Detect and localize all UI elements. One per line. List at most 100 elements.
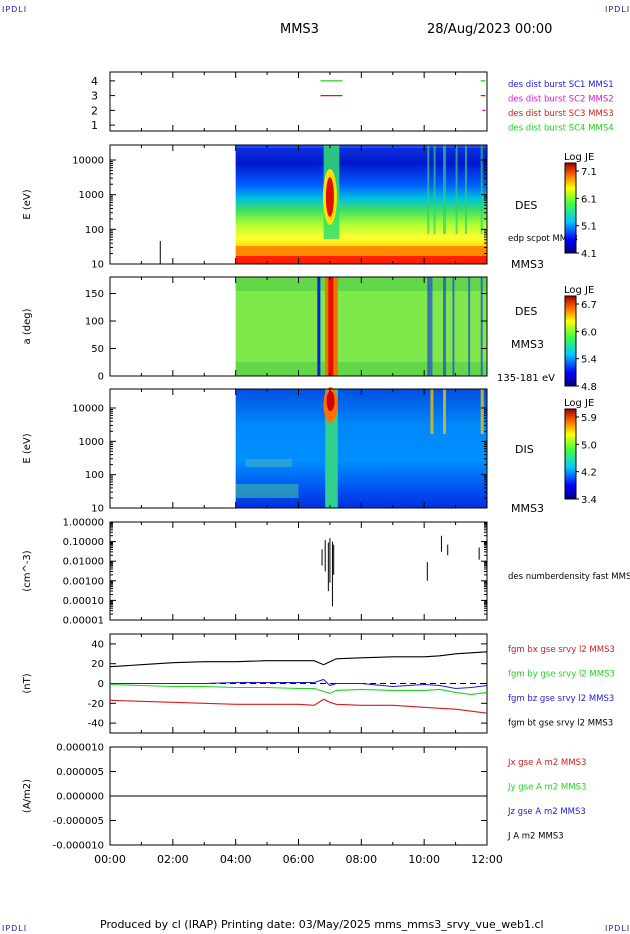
colorbar-tick-label: 6.7 bbox=[581, 300, 597, 311]
corner-logo-bottom-right: IPDLI bbox=[605, 924, 630, 933]
current-y-tick-label: 0.000005 bbox=[56, 767, 104, 778]
des-pitch-y-tick-label: 50 bbox=[91, 344, 104, 355]
des-energy-streak bbox=[427, 145, 430, 234]
bfield-y-tick-label: 0 bbox=[98, 679, 104, 690]
des-energy-y-tick-label: 10000 bbox=[72, 156, 104, 167]
dis-energy-y-axis-label: E (eV) bbox=[22, 433, 33, 463]
date-title: 28/Aug/2023 00:00 bbox=[427, 22, 553, 37]
dis-energy-streak bbox=[480, 389, 484, 434]
bfield-legend-entry: fgm bz gse srvy l2 MMS3 bbox=[508, 694, 614, 704]
footer-credits: Produced by cl (IRAP) Printing date: 03/… bbox=[100, 918, 544, 931]
des-pitch-y-axis-label: a (deg) bbox=[22, 308, 33, 344]
colorbar-tick-label: 5.4 bbox=[581, 355, 597, 366]
dis-energy-instrument-label: DIS bbox=[515, 443, 534, 456]
dis-energy-streak bbox=[443, 389, 447, 434]
bfield-y-tick-label: 20 bbox=[91, 659, 104, 670]
des-energy-instrument-label: DES bbox=[515, 199, 537, 212]
burst-legend-entry: des dist burst SC3 MMS3 bbox=[508, 109, 614, 119]
bfield-legend-entry: fgm bt gse srvy l2 MMS3 bbox=[508, 719, 613, 729]
density-y-tick-label: 0.10000 bbox=[63, 537, 104, 548]
current-legend-entry: Jz gse A m2 MMS3 bbox=[507, 807, 586, 817]
x-tick-label: 12:00 bbox=[471, 853, 503, 866]
current-y-tick-label: -0.000010 bbox=[53, 841, 104, 852]
colorbar-tick-label: 4.1 bbox=[581, 249, 597, 260]
colorbar-tick-label: 6.0 bbox=[581, 327, 597, 338]
current-legend-entry: Jx gse A m2 MMS3 bbox=[507, 758, 586, 768]
des-pitch-streak bbox=[452, 277, 455, 376]
des-energy-streak bbox=[455, 145, 458, 234]
x-tick-label: 04:00 bbox=[220, 853, 252, 866]
x-tick-label: 08:00 bbox=[345, 853, 377, 866]
current-legend-entry: Jy gse A m2 MMS3 bbox=[507, 783, 586, 793]
dis-energy-y-tick-label: 10000 bbox=[72, 404, 104, 415]
spacecraft-title: MMS3 bbox=[280, 22, 319, 37]
dis-energy-y-tick-label: 10 bbox=[91, 504, 104, 515]
des-pitch-instrument-label: DES bbox=[515, 305, 537, 318]
des-pitch-streak bbox=[443, 277, 447, 376]
density-y-tick-label: 0.00001 bbox=[63, 616, 104, 627]
burst-panel-frame bbox=[109, 71, 488, 132]
des-energy-overlay-label: edp scpot MMS3 bbox=[508, 234, 578, 244]
bfield-y-tick-label: 40 bbox=[91, 639, 104, 650]
bfield-series-line bbox=[109, 683, 488, 695]
colorbar-tick-label: 6.1 bbox=[581, 194, 597, 205]
des-energy-y-axis-label: E (eV) bbox=[22, 189, 33, 219]
des-energy-y-tick-label: 1000 bbox=[79, 190, 104, 201]
des-pitch-event-core bbox=[328, 277, 334, 376]
density-y-tick-label: 0.00100 bbox=[63, 576, 104, 587]
colorbar bbox=[564, 408, 577, 500]
colorbar-tick-label: 5.0 bbox=[581, 440, 597, 451]
dis-energy-mid-band bbox=[245, 459, 293, 467]
des-energy-spacecraft-label: MMS3 bbox=[511, 258, 544, 271]
x-tick-label: 10:00 bbox=[408, 853, 440, 866]
current-y-tick-label: 0.000000 bbox=[56, 792, 104, 803]
density-panel-frame bbox=[109, 521, 488, 621]
des-pitch-y-tick-label: 150 bbox=[85, 289, 104, 300]
x-tick-label: 06:00 bbox=[283, 853, 315, 866]
colorbar-tick-label: 4.2 bbox=[581, 468, 597, 479]
bfield-legend-entry: fgm bx gse srvy l2 MMS3 bbox=[508, 645, 615, 655]
burst-y-tick-label: 4 bbox=[91, 75, 98, 88]
colorbar-tick-label: 5.1 bbox=[581, 222, 597, 233]
burst-legend-entry: des dist burst SC1 MMS1 bbox=[508, 80, 614, 90]
des-event-core bbox=[325, 177, 334, 217]
des-pitch-spectrogram bbox=[235, 277, 487, 376]
density-y-axis-label: (cm^-3) bbox=[22, 550, 33, 591]
bfield-series-line bbox=[110, 678, 488, 690]
density-y-tick-label: 1.00000 bbox=[63, 518, 104, 529]
des-energy-low-band bbox=[235, 246, 487, 256]
burst-y-tick-label: 3 bbox=[91, 90, 98, 103]
colorbar bbox=[564, 295, 577, 387]
des-pitch-spacecraft-label: MMS3 bbox=[511, 338, 544, 351]
colorbar-title: Log JE bbox=[564, 152, 594, 163]
dis-energy-spacecraft-label: MMS3 bbox=[511, 502, 544, 515]
colorbar bbox=[564, 162, 577, 254]
burst-y-tick-label: 1 bbox=[91, 119, 98, 132]
colorbar-tick-label: 5.9 bbox=[581, 413, 597, 424]
des-pitch-streak bbox=[480, 277, 483, 376]
x-tick-label: 02:00 bbox=[157, 853, 189, 866]
des-pitch-streak bbox=[430, 277, 433, 376]
des-energy-y-tick-label: 100 bbox=[85, 225, 104, 236]
des-energy-y-tick-label: 10 bbox=[91, 260, 104, 271]
density-legend-entry: des numberdensity fast MMS3 bbox=[508, 572, 630, 582]
colorbar-title: Log JE bbox=[564, 285, 594, 296]
x-tick-label: 00:00 bbox=[94, 853, 126, 866]
des-energy-high-band bbox=[235, 148, 487, 166]
bfield-y-axis-label: (nT) bbox=[22, 673, 33, 693]
colorbar-tick-label: 3.4 bbox=[581, 495, 597, 506]
des-energy-streak bbox=[465, 145, 468, 234]
des-pitch-y-tick-label: 0 bbox=[98, 372, 104, 383]
bfield-series-line bbox=[109, 698, 488, 714]
current-y-axis-label: (A/m2) bbox=[22, 779, 33, 813]
dis-energy-streak bbox=[430, 389, 434, 434]
density-y-tick-label: 0.01000 bbox=[63, 557, 104, 568]
des-energy-streak bbox=[433, 145, 436, 234]
colorbar-tick-label: 7.1 bbox=[581, 167, 597, 178]
current-legend-entry: J A m2 MMS3 bbox=[507, 832, 564, 842]
density-y-tick-label: 0.00010 bbox=[63, 596, 104, 607]
des-pitch-streak bbox=[427, 277, 431, 376]
colorbar-title: Log JE bbox=[564, 398, 594, 409]
colorbar-tick-label: 4.8 bbox=[581, 382, 597, 393]
dis-energy-y-tick-label: 100 bbox=[85, 470, 104, 481]
